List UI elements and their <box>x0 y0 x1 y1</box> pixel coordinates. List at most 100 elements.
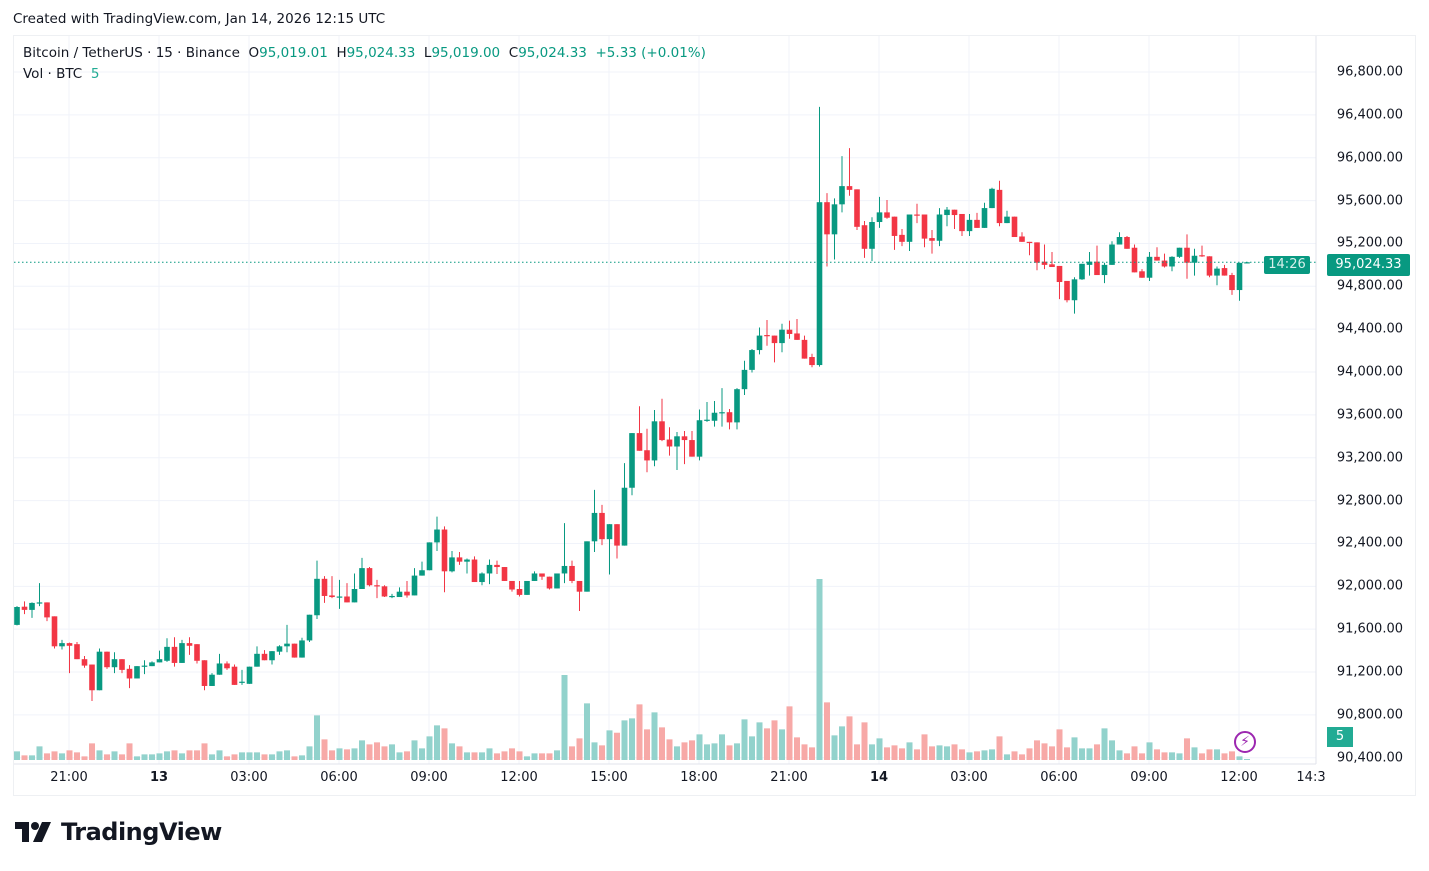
candle-down <box>381 586 388 597</box>
candle-up <box>831 204 838 235</box>
price-tick-label: 92,800.00 <box>1336 493 1403 509</box>
candle-up <box>1079 263 1085 280</box>
volume-bar <box>794 737 800 760</box>
candle-up <box>1214 268 1220 276</box>
last-price-label: 95,024.33 <box>1327 254 1410 276</box>
volume-bar <box>1199 753 1205 760</box>
candle-up <box>561 565 568 574</box>
volume-bar <box>1086 748 1093 760</box>
candle-up <box>621 487 628 546</box>
volume-bar <box>1094 744 1100 760</box>
last-volume-label: 5 <box>1327 727 1353 747</box>
volume-bar <box>329 750 335 760</box>
price-tick-label: 96,400.00 <box>1336 107 1403 123</box>
volume-bar <box>636 704 643 760</box>
candle-up <box>876 212 883 223</box>
volume-bar <box>479 752 485 760</box>
volume-bar <box>396 752 403 760</box>
candle-up <box>239 681 245 683</box>
candle-down <box>659 421 665 441</box>
price-tick-label: 91,600.00 <box>1336 621 1403 637</box>
candle-down <box>809 357 815 366</box>
volume-bar <box>1161 752 1168 760</box>
candle-down <box>929 238 935 241</box>
open-label: O <box>248 45 260 61</box>
candle-up <box>209 674 215 686</box>
candle-down <box>689 440 695 457</box>
time-tick-label: 06:00 <box>1040 770 1078 785</box>
candle-up <box>29 602 35 610</box>
candle-down <box>471 559 478 583</box>
candle-up <box>59 643 65 647</box>
candle-up <box>591 512 598 542</box>
candle-up <box>1146 256 1153 278</box>
lightning-bolt-icon[interactable]: ⚡ <box>1234 731 1256 753</box>
volume-bar <box>1229 751 1235 760</box>
candle-down <box>539 573 545 577</box>
volume-bar <box>89 743 95 760</box>
volume-bar <box>966 752 973 760</box>
volume-bar <box>861 722 868 760</box>
price-tick-label: 90,400.00 <box>1336 750 1403 766</box>
candle-down <box>329 595 335 598</box>
candle-down <box>974 219 980 228</box>
volume-bar <box>284 750 290 760</box>
price-tick-label: 93,600.00 <box>1336 407 1403 423</box>
volume-bar <box>179 753 185 760</box>
candle-down <box>104 651 110 668</box>
candle-up <box>449 557 455 572</box>
volume-bar <box>1169 752 1175 760</box>
volume-bar <box>366 744 373 760</box>
volume-bar <box>141 754 148 760</box>
volume-bar <box>674 746 680 760</box>
candle-up <box>276 646 283 652</box>
high-value: 95,024.33 <box>346 45 416 61</box>
candle-down <box>231 666 238 685</box>
symbol-title[interactable]: Bitcoin / TetherUS · 15 · Binance <box>23 45 240 61</box>
candle-up <box>246 666 253 684</box>
candle-up <box>584 541 590 592</box>
volume-bar <box>756 722 763 760</box>
volume-bar <box>1079 748 1085 760</box>
volume-bar <box>801 744 808 760</box>
candle-down <box>771 335 778 344</box>
volume-bar <box>644 729 650 760</box>
time-tick-label: 12:00 <box>1220 770 1258 785</box>
volume-bar <box>464 752 470 760</box>
volume-bar <box>299 755 305 760</box>
candle-down <box>921 214 928 239</box>
volume-bar <box>381 746 388 760</box>
price-tick-label: 94,000.00 <box>1336 364 1403 380</box>
candle-down <box>119 659 125 670</box>
candle-up <box>734 389 740 423</box>
candle-down <box>291 643 298 658</box>
candle-down <box>1229 275 1235 291</box>
candle-up <box>629 433 635 488</box>
candle-up <box>419 570 425 576</box>
candle-down <box>1011 216 1018 238</box>
volume-bar <box>276 751 283 760</box>
volume-bar <box>336 748 343 760</box>
candle-up <box>966 219 973 232</box>
candle-down <box>1026 241 1033 244</box>
candle-down <box>21 606 28 610</box>
volume-bar <box>254 752 260 760</box>
time-tick-label: 03:00 <box>230 770 268 785</box>
volume-bar <box>989 749 995 760</box>
volume-bar <box>599 745 605 760</box>
volume-bar <box>306 746 313 760</box>
candle-up <box>524 580 530 595</box>
volume-label[interactable]: Vol · BTC <box>23 66 83 82</box>
candle-up <box>1116 237 1123 245</box>
volume-bar <box>659 727 665 760</box>
candle-up <box>464 559 470 562</box>
volume-bar <box>59 753 65 760</box>
volume-bar <box>1109 740 1115 760</box>
candle-down <box>126 668 133 679</box>
volume-bar <box>14 751 20 760</box>
volume-bar <box>224 756 230 760</box>
time-tick-label: 18:00 <box>680 770 718 785</box>
candle-down <box>441 529 448 572</box>
volume-bar <box>126 743 133 760</box>
